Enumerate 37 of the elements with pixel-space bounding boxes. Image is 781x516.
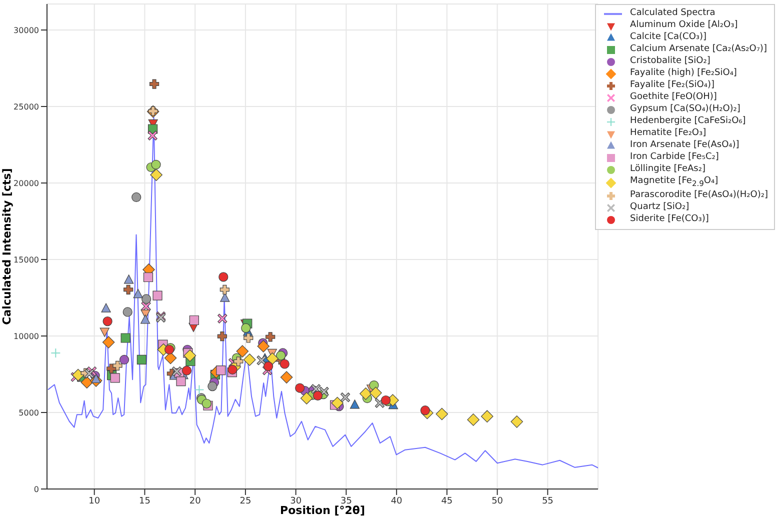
legend-label: Siderite [Fe(CO₃)] [630, 214, 709, 226]
legend-label: Quartz [SiO₂] [630, 202, 690, 214]
legend-label: Magnetite [Fe$_{2.9}$O₄] [630, 176, 718, 190]
y-tick-label: 25000 [14, 102, 39, 112]
x-tick-label: 40 [390, 496, 403, 506]
x-tick-label: 35 [340, 496, 352, 506]
legend-label: Goethite [FeO(OH)] [630, 92, 717, 104]
legend-label: Iron Carbide [Fe₅C₂] [630, 152, 719, 164]
x-tick-label: 20 [189, 496, 202, 506]
legend-label: Aluminum Oxide [Al₂O₃] [630, 20, 738, 32]
y-tick-label: 5000 [18, 408, 39, 418]
legend-label: Parascorodite [Fe(AsO₄)(H₂O)₂] [630, 190, 768, 202]
x-tick-label: 25 [240, 496, 252, 506]
legend-label: Fayalite [Fe₂(SiO₄)] [630, 80, 714, 92]
legend-label: Löllingite [FeAs₂] [630, 164, 706, 176]
y-tick-label: 0 [34, 484, 39, 494]
x-axis-title: Position [°2θ] [280, 504, 365, 516]
legend-label: Hedenbergite [CaFeSi₂O₆] [630, 116, 746, 128]
x-tick-label: 55 [542, 496, 554, 506]
legend-label: Calcite [Ca(CO₃)] [630, 32, 707, 44]
y-tick-label: 30000 [14, 26, 39, 35]
legend-label: Gypsum [Ca(SO₄)(H₂O)₂] [630, 104, 740, 116]
x-tick-label: 10 [88, 496, 100, 506]
x-tick-label: 50 [492, 496, 504, 506]
legend-label: Fayalite (high) [Fe₂SiO₄] [630, 68, 737, 80]
y-tick-label: 15000 [14, 255, 39, 264]
x-tick-label: 15 [138, 496, 150, 506]
x-tick-label: 30 [290, 496, 302, 506]
legend-label: Iron Arsenate [Fe(AsO₄)] [630, 140, 740, 152]
legend-label: Hematite [Fe₂O₃] [630, 128, 706, 140]
x-tick-label: 45 [441, 496, 453, 506]
legend-label: Calculated Spectra [630, 8, 716, 20]
y-tick-label: 10000 [14, 332, 39, 341]
y-axis-title: Calculated Intensity [cts] [0, 168, 14, 325]
y-tick-label: 20000 [14, 178, 39, 188]
legend-label: Calcium Arsenate [Ca₂(As₂O₇)] [630, 44, 767, 56]
legend-label: Cristobalite [SiO₂] [630, 56, 710, 68]
